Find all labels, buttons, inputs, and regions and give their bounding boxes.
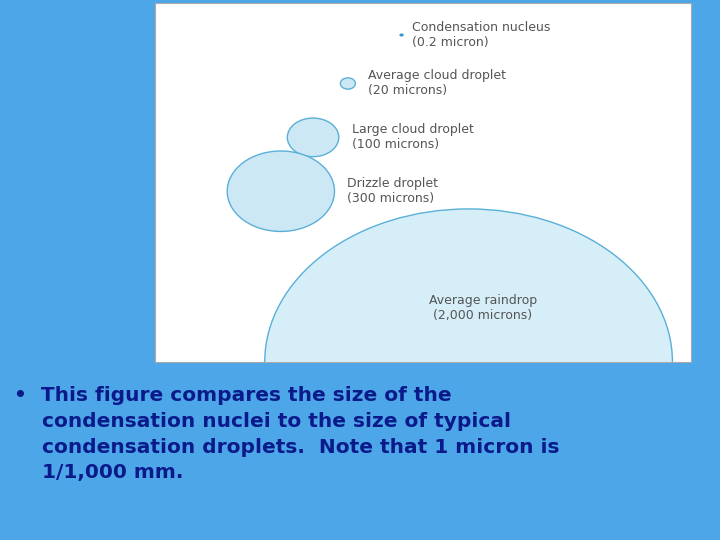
Circle shape	[287, 118, 339, 157]
Text: Average cloud droplet
(20 microns): Average cloud droplet (20 microns)	[369, 70, 506, 98]
Bar	[155, 3, 691, 362]
Circle shape	[228, 151, 335, 232]
Circle shape	[400, 33, 404, 37]
Text: Average raindrop
(2,000 microns): Average raindrop (2,000 microns)	[429, 294, 537, 322]
Text: •  This figure compares the size of the
    condensation nuclei to the size of t: • This figure compares the size of the c…	[14, 386, 560, 482]
Text: Drizzle droplet
(300 microns): Drizzle droplet (300 microns)	[348, 177, 438, 205]
Circle shape	[265, 209, 672, 515]
Circle shape	[341, 78, 356, 89]
Text: Condensation nucleus
(0.2 micron): Condensation nucleus (0.2 micron)	[413, 21, 551, 49]
Text: Large cloud droplet
(100 microns): Large cloud droplet (100 microns)	[352, 123, 474, 151]
